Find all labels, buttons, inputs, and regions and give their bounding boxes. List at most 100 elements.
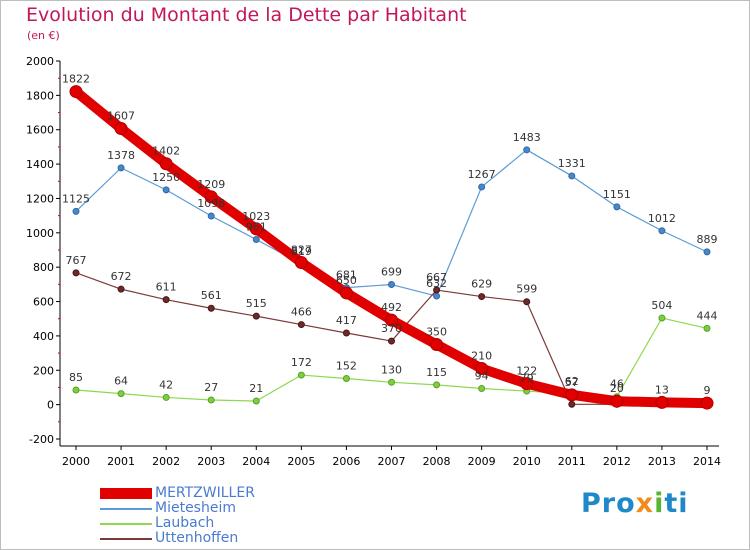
data-label-mertzwiller: 122 <box>516 365 537 378</box>
data-point-mertzwiller <box>339 286 353 300</box>
x-tick-label: 2011 <box>558 455 586 468</box>
data-point-mietesheim <box>433 292 441 300</box>
legend-item-mietesheim: Mietesheim <box>100 501 320 516</box>
data-label-uttenhoffen: 767 <box>66 254 87 267</box>
series-line-mertzwiller <box>71 86 712 409</box>
chart-legend: MERTZWILLER Mietesheim Laubach Uttenhoff… <box>100 486 320 546</box>
data-point-mertzwiller <box>475 362 489 376</box>
data-point-uttenhoffen <box>117 285 125 293</box>
data-label-laubach: 172 <box>291 356 312 369</box>
data-label-mertzwiller: 492 <box>381 301 402 314</box>
data-label-mietesheim: 632 <box>426 277 447 290</box>
data-label-mertzwiller: 20 <box>610 382 624 395</box>
data-point-mietesheim <box>207 212 215 220</box>
data-point-uttenhoffen <box>388 337 395 345</box>
data-point-mertzwiller <box>114 122 128 136</box>
data-label-mertzwiller: 13 <box>655 383 669 396</box>
x-tick-label: 2013 <box>648 455 676 468</box>
data-label-mertzwiller: 1402 <box>152 145 180 158</box>
data-label-uttenhoffen: 466 <box>291 306 312 319</box>
legend-item-uttenhoffen: Uttenhoffen <box>100 531 320 546</box>
data-label-uttenhoffen: 561 <box>201 289 222 302</box>
x-tick-label: 2014 <box>693 455 721 468</box>
data-point-mertzwiller <box>204 190 218 204</box>
data-label-laubach: 85 <box>69 371 83 384</box>
chart-lines <box>71 86 712 409</box>
data-point-uttenhoffen <box>433 286 441 294</box>
data-point-mietesheim <box>388 281 395 289</box>
data-point-mertzwiller <box>655 395 669 409</box>
data-point-laubach <box>207 396 215 404</box>
data-point-mertzwiller <box>385 313 398 327</box>
data-label-mertzwiller: 1209 <box>197 178 225 191</box>
logo-part-2: x <box>635 488 655 519</box>
data-point-uttenhoffen <box>252 312 260 320</box>
data-point-mietesheim <box>703 248 711 256</box>
data-point-mertzwiller <box>249 222 263 236</box>
data-point-mertzwiller <box>69 85 83 99</box>
data-label-mietesheim: 1125 <box>62 192 90 205</box>
data-point-mertzwiller <box>565 388 579 402</box>
data-point-uttenhoffen <box>342 329 350 337</box>
logo-part-4: ti <box>664 488 689 519</box>
legend-label-mietesheim: Mietesheim <box>155 500 236 516</box>
data-label-mietesheim: 1151 <box>603 188 631 201</box>
data-label-laubach: 130 <box>381 363 402 376</box>
chart-axes: -200 0 200 400 600 800 1000 1200 1400 1600 1800 200… <box>26 55 721 468</box>
x-tick-label: 2006 <box>332 455 360 468</box>
data-label-laubach: 62 <box>565 375 579 388</box>
legend-swatch-laubach <box>100 523 152 525</box>
data-label-laubach: 21 <box>249 382 263 395</box>
data-point-uttenhoffen <box>72 269 80 277</box>
data-point-uttenhoffen <box>207 304 215 312</box>
logo-part-3: i <box>654 488 665 519</box>
x-tick-label: 2003 <box>197 455 225 468</box>
chart-points <box>69 85 714 410</box>
data-point-mietesheim <box>162 186 170 194</box>
data-point-laubach <box>703 324 711 332</box>
legend-item-laubach: Laubach <box>100 516 320 531</box>
legend-label-laubach: Laubach <box>155 515 215 531</box>
data-label-mertzwiller: 1607 <box>107 110 135 123</box>
data-point-mertzwiller <box>430 338 444 351</box>
data-label-laubach: 444 <box>697 309 718 322</box>
data-label-uttenhoffen: 515 <box>246 297 267 310</box>
data-point-uttenhoffen <box>568 400 576 408</box>
data-label-mertzwiller: 1023 <box>242 210 270 223</box>
legend-swatch-mietesheim <box>100 508 152 510</box>
data-label-mertzwiller: 350 <box>426 326 447 339</box>
data-label-mertzwiller: 57 <box>565 376 579 389</box>
x-tick-label: 2009 <box>468 455 496 468</box>
data-point-mertzwiller <box>700 396 714 410</box>
y-tick-label: 400 <box>33 330 54 343</box>
data-point-laubach <box>388 378 395 386</box>
data-point-uttenhoffen <box>478 293 486 301</box>
data-label-uttenhoffen: 672 <box>111 270 132 283</box>
x-tick-label: 2008 <box>423 455 451 468</box>
data-point-mietesheim <box>252 236 260 244</box>
data-label-mietesheim: 961 <box>246 221 267 234</box>
data-label-laubach: 504 <box>651 299 672 312</box>
x-tick-label: 2004 <box>242 455 270 468</box>
y-tick-label: 200 <box>33 364 54 377</box>
data-point-mietesheim <box>72 207 80 215</box>
data-point-laubach <box>162 393 170 401</box>
data-label-mietesheim: 1012 <box>648 212 676 225</box>
y-tick-label: 800 <box>33 261 54 274</box>
data-label-laubach: 115 <box>426 366 447 379</box>
data-label-laubach: 42 <box>159 378 173 391</box>
data-point-laubach <box>72 386 80 394</box>
data-label-laubach: 79 <box>520 372 534 385</box>
data-point-mertzwiller <box>610 394 624 408</box>
y-tick-label: 1000 <box>26 227 54 240</box>
legend-label-uttenhoffen: Uttenhoffen <box>155 530 239 546</box>
data-label-mietesheim: 1098 <box>197 197 225 210</box>
data-point-mietesheim <box>478 183 486 191</box>
data-label-mertzwiller: 650 <box>336 274 357 287</box>
data-label-mertzwiller: 827 <box>291 244 312 257</box>
legend-swatch-mertzwiller <box>100 488 152 499</box>
data-label-mietesheim: 1267 <box>468 168 496 181</box>
data-label-uttenhoffen: 417 <box>336 314 357 327</box>
data-label-mietesheim: 819 <box>291 245 312 258</box>
